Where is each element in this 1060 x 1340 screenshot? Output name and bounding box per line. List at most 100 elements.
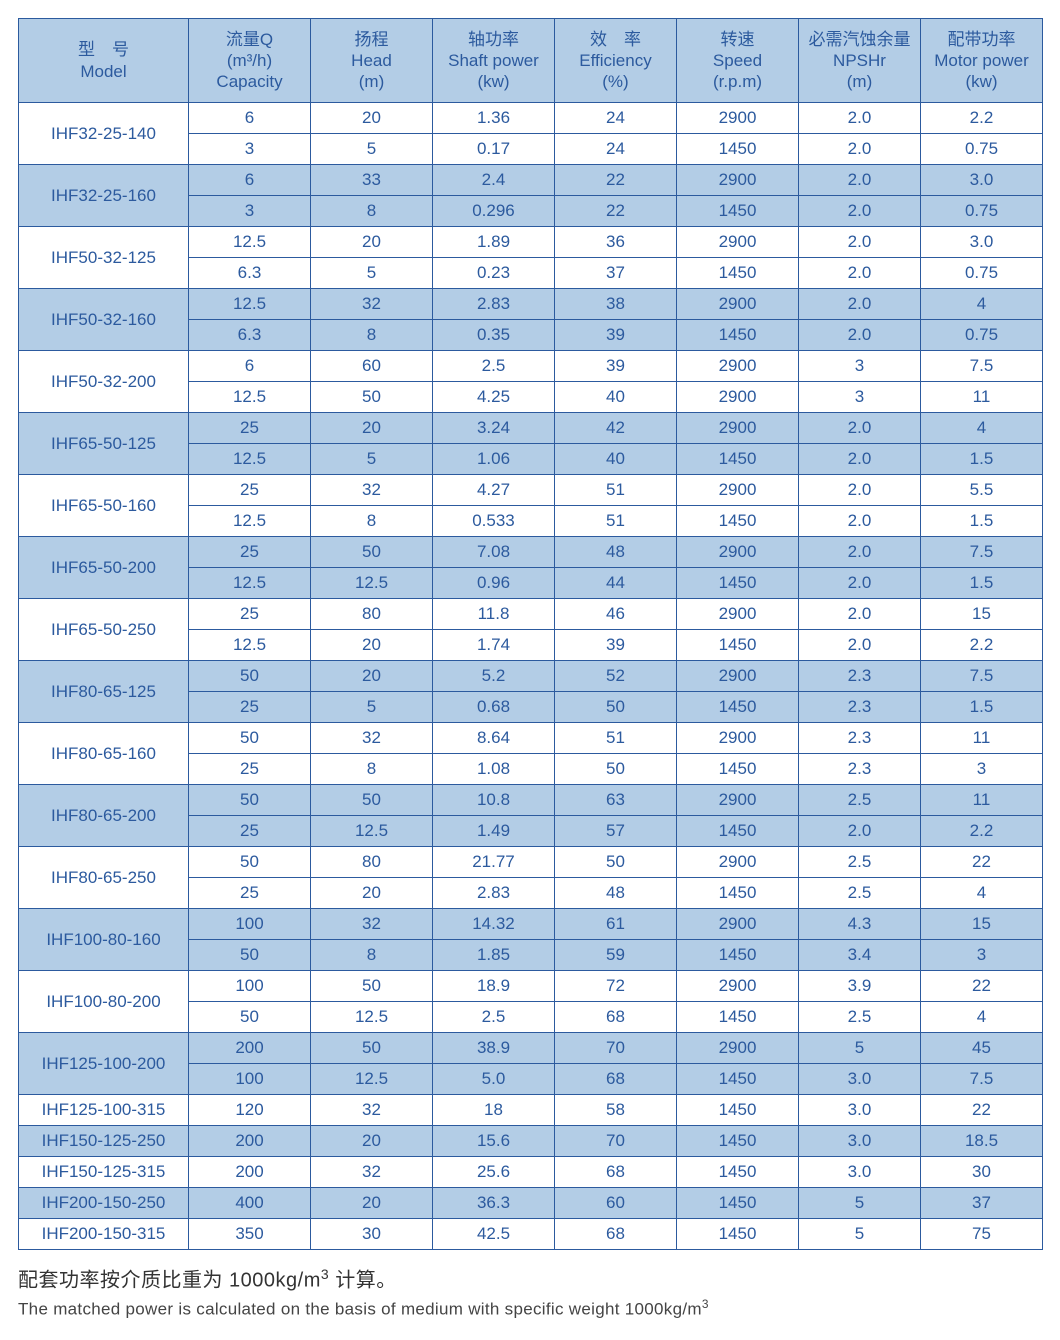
data-cell: 2.0 xyxy=(799,103,921,134)
header-unit: (r.p.m) xyxy=(677,71,798,92)
data-cell: 12.5 xyxy=(311,1064,433,1095)
data-cell: 4 xyxy=(921,289,1043,320)
data-cell: 3.0 xyxy=(799,1157,921,1188)
data-cell: 2.0 xyxy=(799,475,921,506)
table-row: IHF200-150-3153503042.5681450575 xyxy=(19,1219,1043,1250)
header-en: Efficiency xyxy=(555,50,676,71)
data-cell: 68 xyxy=(555,1219,677,1250)
data-cell: 3 xyxy=(189,134,311,165)
data-cell: 51 xyxy=(555,723,677,754)
model-cell: IHF32-25-140 xyxy=(19,103,189,165)
data-cell: 3 xyxy=(921,754,1043,785)
data-cell: 2900 xyxy=(677,289,799,320)
header-cn: 流量Q xyxy=(189,29,310,50)
data-cell: 50 xyxy=(555,692,677,723)
data-cell: 50 xyxy=(311,971,433,1002)
data-cell: 400 xyxy=(189,1188,311,1219)
data-cell: 7.5 xyxy=(921,537,1043,568)
data-cell: 30 xyxy=(311,1219,433,1250)
data-cell: 15 xyxy=(921,909,1043,940)
data-cell: 3 xyxy=(799,351,921,382)
model-cell: IHF65-50-250 xyxy=(19,599,189,661)
data-cell: 12.5 xyxy=(189,444,311,475)
data-cell: 0.96 xyxy=(433,568,555,599)
table-row: IHF50-32-12512.5201.893629002.03.0 xyxy=(19,227,1043,258)
data-cell: 2.0 xyxy=(799,568,921,599)
data-cell: 58 xyxy=(555,1095,677,1126)
data-cell: 50 xyxy=(555,847,677,878)
data-cell: 3.0 xyxy=(799,1064,921,1095)
col-header-model: 型 号 Model xyxy=(19,19,189,103)
data-cell: 1.5 xyxy=(921,568,1043,599)
data-cell: 2.0 xyxy=(799,320,921,351)
data-cell: 2.2 xyxy=(921,816,1043,847)
data-cell: 0.75 xyxy=(921,320,1043,351)
data-cell: 25 xyxy=(189,475,311,506)
data-cell: 11.8 xyxy=(433,599,555,630)
data-cell: 80 xyxy=(311,599,433,630)
data-cell: 30 xyxy=(921,1157,1043,1188)
footnote-text: The matched power is calculated on the b… xyxy=(18,1299,702,1318)
header-unit: (m³/h) xyxy=(189,50,310,71)
data-cell: 2.2 xyxy=(921,103,1043,134)
data-cell: 48 xyxy=(555,537,677,568)
data-cell: 25 xyxy=(189,878,311,909)
data-cell: 2.3 xyxy=(799,661,921,692)
data-cell: 1.74 xyxy=(433,630,555,661)
pump-spec-table: 型 号 Model 流量Q (m³/h) Capacity 扬程 Head (m… xyxy=(18,18,1043,1250)
data-cell: 25 xyxy=(189,537,311,568)
footnote-sup: 3 xyxy=(321,1266,329,1282)
data-cell: 2900 xyxy=(677,475,799,506)
data-cell: 32 xyxy=(311,1157,433,1188)
data-cell: 25 xyxy=(189,816,311,847)
data-cell: 52 xyxy=(555,661,677,692)
data-cell: 2900 xyxy=(677,909,799,940)
data-cell: 57 xyxy=(555,816,677,847)
data-cell: 25 xyxy=(189,754,311,785)
data-cell: 24 xyxy=(555,103,677,134)
data-cell: 42 xyxy=(555,413,677,444)
data-cell: 1450 xyxy=(677,1126,799,1157)
model-cell: IHF150-125-315 xyxy=(19,1157,189,1188)
data-cell: 21.77 xyxy=(433,847,555,878)
data-cell: 100 xyxy=(189,909,311,940)
data-cell: 8 xyxy=(311,754,433,785)
data-cell: 8 xyxy=(311,320,433,351)
data-cell: 72 xyxy=(555,971,677,1002)
data-cell: 3.4 xyxy=(799,940,921,971)
data-cell: 200 xyxy=(189,1126,311,1157)
data-cell: 5 xyxy=(799,1033,921,1064)
data-cell: 6 xyxy=(189,103,311,134)
data-cell: 0.23 xyxy=(433,258,555,289)
data-cell: 350 xyxy=(189,1219,311,1250)
table-row: IHF65-50-20025507.084829002.07.5 xyxy=(19,537,1043,568)
data-cell: 2900 xyxy=(677,351,799,382)
data-cell: 11 xyxy=(921,382,1043,413)
data-cell: 63 xyxy=(555,785,677,816)
data-cell: 3 xyxy=(189,196,311,227)
data-cell: 20 xyxy=(311,227,433,258)
data-cell: 100 xyxy=(189,971,311,1002)
data-cell: 38.9 xyxy=(433,1033,555,1064)
data-cell: 51 xyxy=(555,506,677,537)
footnote-text: 配套功率按介质比重为 1000kg/m xyxy=(18,1270,321,1292)
data-cell: 2900 xyxy=(677,599,799,630)
data-cell: 12.5 xyxy=(311,1002,433,1033)
data-cell: 22 xyxy=(555,196,677,227)
data-cell: 3.0 xyxy=(921,227,1043,258)
table-header: 型 号 Model 流量Q (m³/h) Capacity 扬程 Head (m… xyxy=(19,19,1043,103)
data-cell: 50 xyxy=(311,785,433,816)
data-cell: 2900 xyxy=(677,103,799,134)
data-cell: 3.0 xyxy=(799,1095,921,1126)
data-cell: 2.5 xyxy=(799,785,921,816)
data-cell: 22 xyxy=(555,165,677,196)
data-cell: 68 xyxy=(555,1064,677,1095)
data-cell: 12.5 xyxy=(189,506,311,537)
data-cell: 2.83 xyxy=(433,289,555,320)
header-unit: (%) xyxy=(555,71,676,92)
data-cell: 22 xyxy=(921,971,1043,1002)
data-cell: 39 xyxy=(555,320,677,351)
data-cell: 32 xyxy=(311,475,433,506)
model-cell: IHF50-32-160 xyxy=(19,289,189,351)
data-cell: 25 xyxy=(189,692,311,723)
